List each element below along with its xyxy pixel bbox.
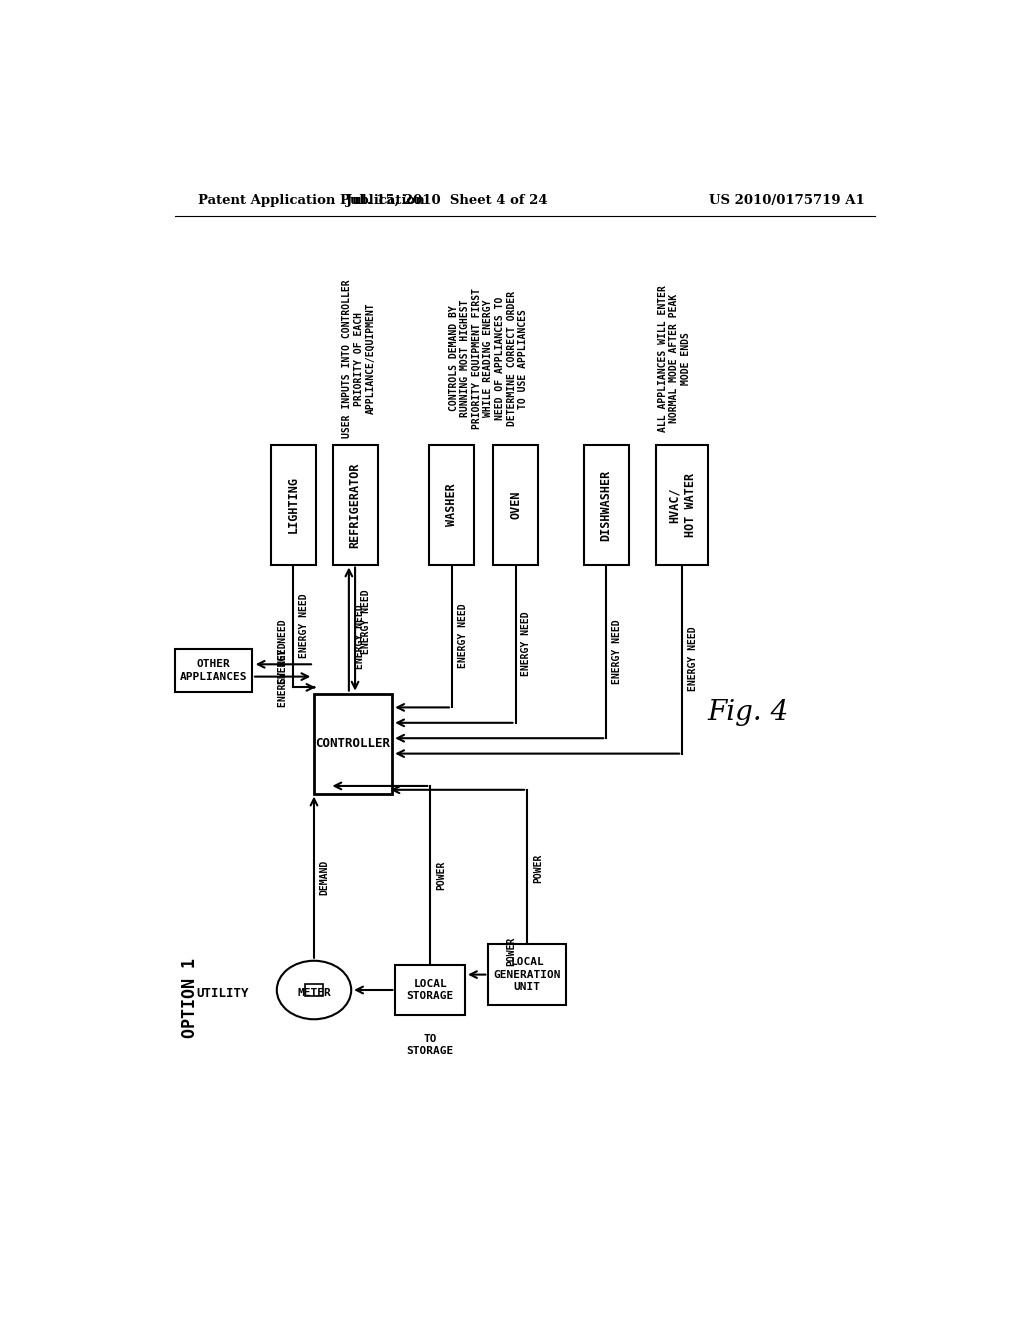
Text: ENERGY NEED: ENERGY NEED [278, 642, 288, 706]
Text: POWER: POWER [507, 937, 517, 966]
Text: CONTROLS DEMAND BY
RUNNING MOST HIGHEST
PRIORITY EQUIPMENT FIRST
WHILE READING E: CONTROLS DEMAND BY RUNNING MOST HIGHEST … [449, 288, 528, 429]
Text: METER: METER [297, 987, 331, 998]
Text: US 2010/0175719 A1: US 2010/0175719 A1 [709, 194, 864, 207]
Text: LIGHTING: LIGHTING [287, 477, 300, 533]
Bar [488, 944, 566, 1006]
Text: ENERGY NEED: ENERGY NEED [354, 605, 365, 669]
Text: TO
STORAGE: TO STORAGE [407, 1035, 454, 1056]
Text: OTHER
APPLIANCES: OTHER APPLIANCES [179, 659, 247, 681]
Text: POWER: POWER [532, 854, 543, 883]
Bar [395, 965, 465, 1015]
Bar [314, 693, 391, 793]
Text: LOCAL
STORAGE: LOCAL STORAGE [407, 979, 454, 1001]
Text: WASHER: WASHER [445, 483, 459, 527]
Text: REFRIGERATOR: REFRIGERATOR [348, 462, 361, 548]
Text: OVEN: OVEN [509, 491, 522, 519]
Text: ENERGY NEED: ENERGY NEED [278, 619, 288, 684]
Bar [270, 445, 315, 565]
Bar [584, 445, 629, 565]
Text: ENERGY NEED: ENERGY NEED [612, 619, 622, 684]
Bar [305, 985, 324, 995]
Text: Patent Application Publication: Patent Application Publication [198, 194, 425, 207]
Text: Jul. 15, 2010  Sheet 4 of 24: Jul. 15, 2010 Sheet 4 of 24 [346, 194, 548, 207]
Ellipse shape [276, 961, 351, 1019]
Bar [333, 445, 378, 565]
Text: ENERGY NEED: ENERGY NEED [299, 594, 309, 659]
Text: LOCAL
GENERATION
UNIT: LOCAL GENERATION UNIT [494, 957, 561, 993]
Bar [174, 649, 252, 692]
Text: OPTION 1: OPTION 1 [181, 958, 199, 1038]
Text: DISHWASHER: DISHWASHER [600, 470, 612, 540]
Text: USER INPUTS INTO CONTROLLER
PRIORITY OF EACH
APPLIANCE/EQUIPMENT: USER INPUTS INTO CONTROLLER PRIORITY OF … [342, 280, 376, 438]
Text: ALL APPLIANCES WILL ENTER
NORMAL MODE AFTER PEAK
MODE ENDS: ALL APPLIANCES WILL ENTER NORMAL MODE AF… [657, 285, 691, 432]
Text: HVAC/
HOT WATER: HVAC/ HOT WATER [668, 473, 696, 537]
Text: POWER: POWER [436, 861, 446, 890]
Text: CONTROLLER: CONTROLLER [315, 737, 390, 750]
Bar [429, 445, 474, 565]
Bar [493, 445, 538, 565]
Text: ENERGY NEED: ENERGY NEED [360, 589, 371, 653]
Text: ENERGY NEED: ENERGY NEED [688, 627, 698, 692]
Text: ENERGY NEED: ENERGY NEED [458, 603, 468, 668]
Text: ENERGY NEED: ENERGY NEED [521, 611, 531, 676]
Text: UTILITY: UTILITY [197, 987, 249, 1001]
Text: DEMAND: DEMAND [319, 859, 330, 895]
Text: Fig. 4: Fig. 4 [708, 700, 788, 726]
Bar [655, 445, 709, 565]
